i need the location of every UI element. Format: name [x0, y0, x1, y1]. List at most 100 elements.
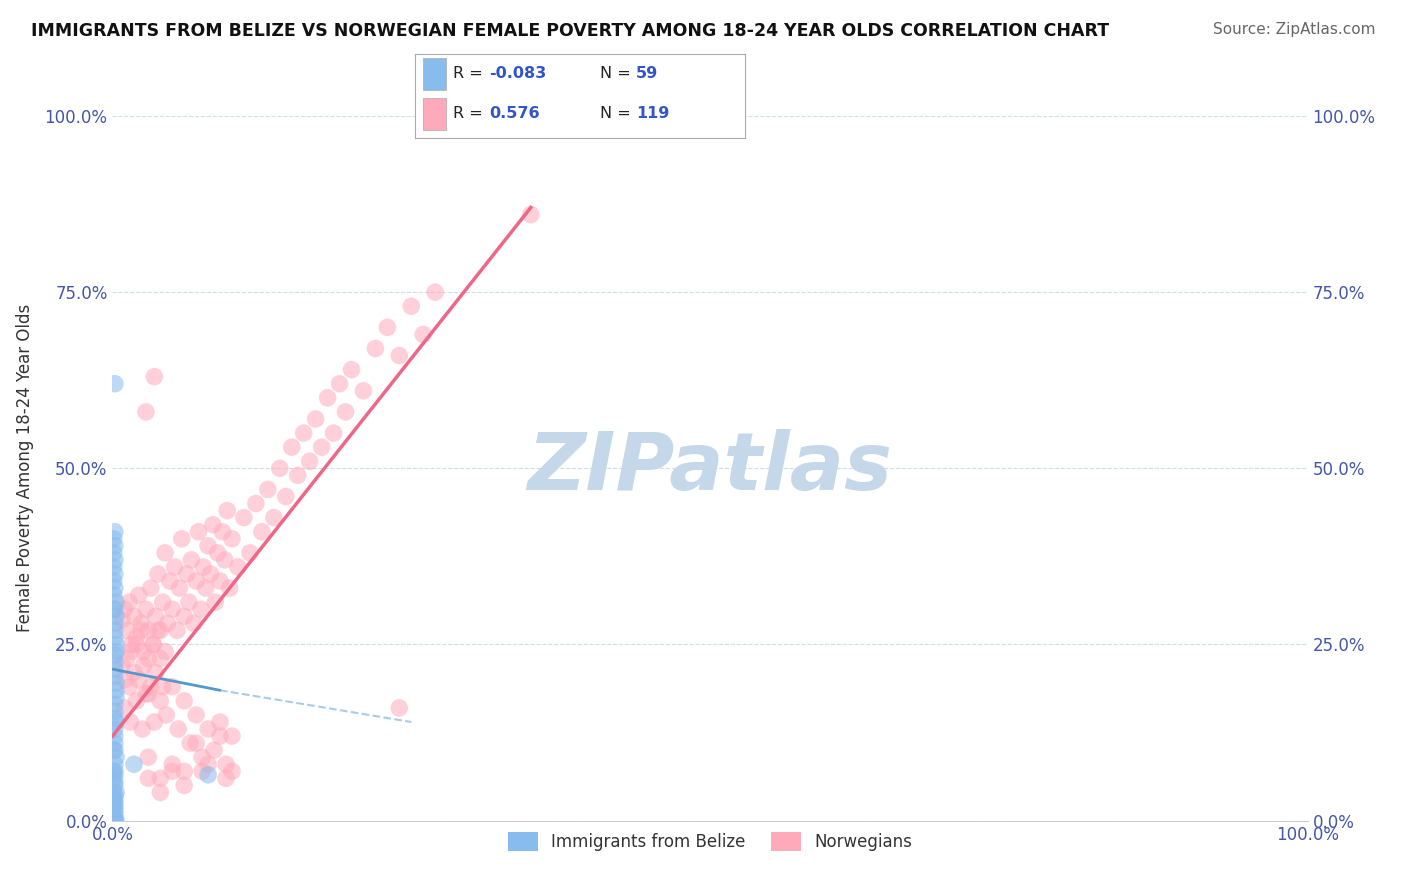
Point	[197, 722, 219, 736]
Point	[104, 705, 127, 719]
Point	[138, 772, 160, 786]
Point	[135, 602, 157, 616]
Point	[104, 631, 127, 645]
Point	[105, 814, 128, 828]
Point	[152, 595, 174, 609]
Point	[149, 785, 172, 799]
Point	[103, 792, 125, 806]
Point	[104, 814, 127, 828]
Point	[412, 327, 434, 342]
Point	[104, 581, 127, 595]
Point	[121, 637, 143, 651]
Point	[103, 764, 125, 779]
Point	[209, 729, 232, 743]
Point	[104, 743, 127, 757]
Point	[269, 461, 291, 475]
Point	[135, 405, 157, 419]
Point	[122, 757, 145, 772]
Point	[103, 772, 125, 786]
Point	[139, 680, 162, 694]
Point	[103, 743, 125, 757]
Point	[311, 440, 333, 454]
Point	[401, 299, 423, 313]
Point	[138, 750, 160, 764]
Point	[104, 722, 127, 736]
Point	[207, 546, 229, 560]
Point	[425, 285, 447, 300]
Point	[105, 595, 128, 609]
Point	[103, 546, 125, 560]
Point	[105, 676, 128, 690]
Point	[186, 574, 208, 588]
Text: IMMIGRANTS FROM BELIZE VS NORWEGIAN FEMALE POVERTY AMONG 18-24 YEAR OLDS CORRELA: IMMIGRANTS FROM BELIZE VS NORWEGIAN FEMA…	[31, 22, 1109, 40]
Point	[191, 750, 214, 764]
Point	[104, 814, 127, 828]
Point	[187, 524, 209, 539]
Point	[162, 757, 183, 772]
Point	[214, 553, 236, 567]
Point	[125, 637, 148, 651]
Point	[209, 714, 232, 729]
Point	[122, 609, 145, 624]
Point	[149, 694, 172, 708]
Point	[104, 775, 127, 789]
Point	[177, 595, 200, 609]
Point	[197, 757, 219, 772]
Point	[146, 624, 169, 638]
Point	[218, 581, 240, 595]
Point	[131, 722, 153, 736]
Point	[104, 567, 127, 582]
Point	[104, 662, 127, 676]
Point	[103, 602, 125, 616]
Point	[146, 567, 169, 582]
Point	[173, 778, 195, 793]
Point	[170, 532, 193, 546]
Point	[194, 581, 217, 595]
Point	[139, 581, 162, 595]
Text: Source: ZipAtlas.com: Source: ZipAtlas.com	[1212, 22, 1375, 37]
Point	[153, 546, 176, 560]
Point	[215, 772, 238, 786]
Point	[159, 574, 181, 588]
Point	[105, 644, 128, 658]
Point	[143, 714, 166, 729]
Point	[162, 602, 183, 616]
Point	[105, 690, 128, 705]
Point	[149, 772, 172, 786]
Point	[173, 609, 195, 624]
Point	[104, 792, 127, 806]
Point	[176, 567, 198, 582]
Point	[201, 517, 224, 532]
Point	[173, 764, 195, 779]
Point	[114, 673, 135, 687]
Text: N =: N =	[600, 66, 636, 81]
Point	[221, 532, 243, 546]
Point	[104, 624, 127, 638]
Point	[281, 440, 304, 454]
Point	[128, 673, 150, 687]
Point	[104, 778, 127, 793]
Point	[104, 669, 127, 683]
Text: N =: N =	[600, 106, 636, 121]
Point	[104, 789, 127, 803]
Point	[125, 694, 148, 708]
Point	[274, 490, 297, 504]
Point	[104, 764, 127, 779]
Point	[197, 768, 219, 782]
Point	[322, 426, 344, 441]
Point	[104, 648, 127, 662]
Text: ZIPatlas: ZIPatlas	[527, 429, 893, 508]
Point	[162, 764, 183, 779]
Point	[166, 624, 188, 638]
Point	[105, 714, 128, 729]
Bar	[423, 58, 446, 90]
Point	[145, 609, 167, 624]
Point	[103, 799, 125, 814]
Point	[115, 624, 138, 638]
Point	[132, 658, 155, 673]
Point	[104, 729, 127, 743]
Point	[104, 711, 127, 725]
Point	[202, 743, 225, 757]
Point	[114, 701, 135, 715]
Point	[179, 736, 201, 750]
